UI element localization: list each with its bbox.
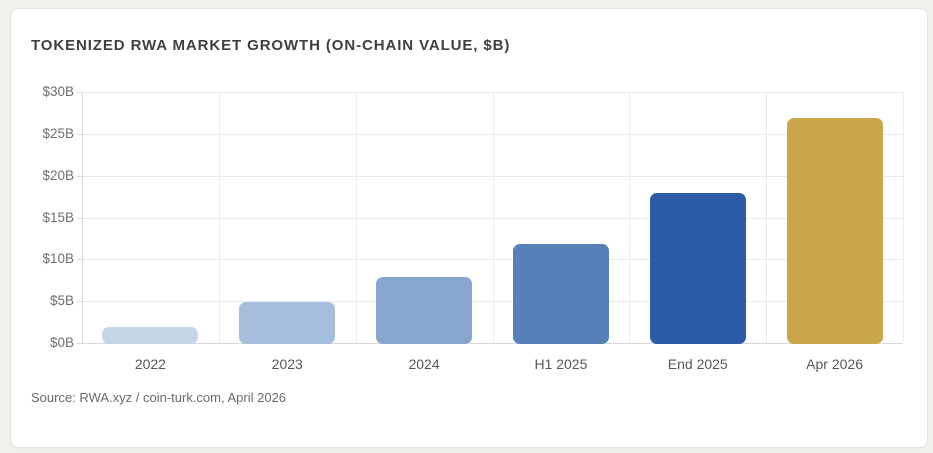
ytick-mark-15 — [77, 217, 82, 219]
gridline-y-10 — [82, 259, 903, 261]
ytick-label-0: $0B — [49, 335, 74, 350]
gridline-y-25 — [82, 133, 903, 135]
bar-apr-2026 — [787, 118, 883, 344]
xtick-label-2022: 2022 — [134, 356, 166, 372]
xtick-label-2024: 2024 — [408, 356, 440, 372]
ytick-label-20: $20B — [42, 167, 74, 183]
gridline-y-0 — [82, 343, 903, 344]
ytick-mark-20 — [77, 175, 82, 177]
ytick-label-10: $10B — [42, 251, 74, 267]
bar-h1-2025 — [513, 244, 609, 344]
ytick-mark-0 — [77, 343, 82, 344]
gridline-x-5 — [766, 92, 767, 343]
xtick-label-end-2025: End 2025 — [667, 356, 728, 372]
ytick-label-5: $5B — [49, 293, 74, 309]
ytick-label-30: $30B — [42, 84, 74, 99]
bar-2023 — [239, 302, 335, 344]
ytick-label-15: $15B — [42, 209, 74, 225]
y-axis-line — [82, 92, 83, 343]
gridline-x-6 — [903, 92, 904, 343]
bar-2022 — [102, 327, 198, 344]
xtick-label-2023: 2023 — [271, 356, 303, 372]
ytick-label-25: $25B — [42, 125, 74, 141]
xtick-label-apr-2026: Apr 2026 — [806, 356, 863, 372]
chart-title: TOKENIZED RWA MARKET GROWTH (ON-CHAIN VA… — [31, 37, 511, 54]
source-attribution: Source: RWA.xyz / coin-turk.com, April 2… — [31, 390, 287, 405]
gridline-y-20 — [82, 175, 903, 177]
bar-2024 — [376, 277, 472, 344]
ytick-mark-5 — [77, 301, 82, 303]
gridline-x-4 — [629, 92, 630, 343]
gridline-x-2 — [356, 92, 357, 343]
bar-end-2025 — [650, 193, 746, 344]
gridline-x-1 — [219, 92, 220, 343]
ytick-mark-25 — [77, 133, 82, 135]
ytick-mark-30 — [77, 92, 82, 93]
gridline-y-5 — [82, 301, 903, 303]
xtick-label-h1-2025: H1 2025 — [534, 356, 588, 372]
chart-card: TOKENIZED RWA MARKET GROWTH (ON-CHAIN VA… — [10, 8, 928, 448]
gridline-y-15 — [82, 217, 903, 219]
chart-region: $0B $5B $10B $15B $20B $25B $30B 2022 2023 2024 H… — [11, 9, 927, 447]
ytick-mark-10 — [77, 259, 82, 261]
gridline-x-3 — [493, 92, 494, 343]
gridline-y-30 — [82, 92, 903, 93]
plot-area — [77, 92, 904, 344]
